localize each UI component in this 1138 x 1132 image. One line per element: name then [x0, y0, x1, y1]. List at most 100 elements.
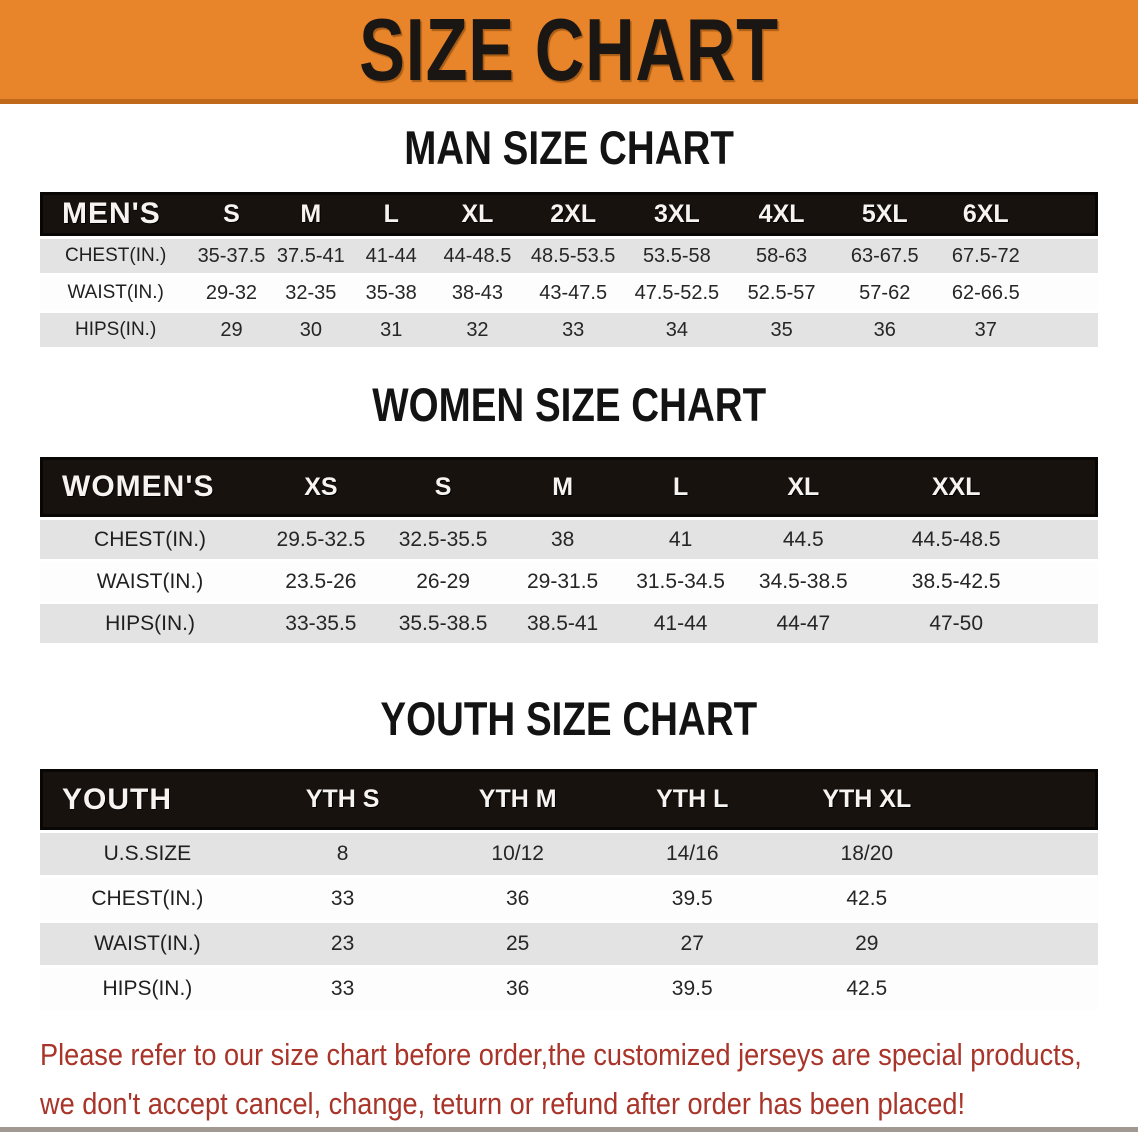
men-header-cell: MEN'S	[62, 197, 161, 230]
youth-data-cell: WAIST(IN.)	[94, 932, 201, 955]
youth-section-heading-text: YOUTH SIZE CHART	[380, 692, 758, 745]
women-data-cell: 41	[668, 527, 693, 551]
women-header-cell: L	[672, 472, 689, 501]
men-header-cell: M	[300, 199, 322, 228]
women-data-cell: 35.5-38.5	[398, 611, 488, 635]
men-data-cell: 35-38	[365, 281, 417, 304]
men-data-cell: 63-67.5	[850, 244, 919, 267]
men-data-cell: 67.5-72	[951, 244, 1020, 267]
youth-data-cell: U.S.SIZE	[103, 842, 192, 865]
men-data-cell: 33	[562, 318, 585, 341]
men-table-row: CHEST(IN.) 35-37.5 37.5-41 41-44 44-48.5 48.5…	[40, 239, 1098, 273]
women-table-row: WAIST(IN.) 23.5-26 26-29 29-31.5 31.5-34.5 34…	[40, 562, 1098, 601]
women-data-cell: 41-44	[653, 611, 708, 635]
youth-data-cell: 8	[336, 842, 349, 865]
men-header-cell: 6XL	[962, 199, 1009, 228]
bottom-edge-strip	[0, 1127, 1138, 1132]
women-header-cell: XXL	[931, 472, 981, 501]
men-data-cell: 37	[974, 318, 997, 341]
youth-table-row: YOUTH YTH S YTH M YTH L YTH XL	[40, 769, 1098, 830]
men-data-cell: 41-44	[365, 244, 417, 267]
men-header-cell: 3XL	[653, 199, 700, 228]
women-size-table: WOMEN'S XS S M L XL XXL CHEST(IN.) 29.5-32.5 32.5…	[40, 457, 1098, 643]
youth-data-cell: 33	[330, 887, 355, 910]
women-data-cell: 23.5-26	[285, 569, 357, 593]
disclaimer-note: Please refer to our size chart before or…	[40, 1030, 1138, 1128]
women-data-cell: 38	[550, 527, 575, 551]
men-table-row: HIPS(IN.) 29 30 31 32 33 34 35 36 37	[40, 313, 1098, 347]
youth-data-cell: 42.5	[846, 887, 888, 910]
youth-header-cell: YTH S	[305, 785, 380, 813]
men-data-cell: 38-43	[451, 281, 504, 304]
men-data-cell: 34	[665, 318, 688, 341]
disclaimer-line-1: Please refer to our size chart before or…	[40, 1037, 1082, 1072]
women-data-cell: 38.5-41	[527, 611, 599, 635]
youth-data-cell: 18/20	[840, 842, 894, 865]
men-table-row: MEN'S S M L XL 2XL 3XL 4XL 5XL 6XL	[40, 192, 1098, 236]
youth-size-table: YOUTH YTH S YTH M YTH L YTH XL U.S.SIZE 8 10/12…	[40, 769, 1098, 1010]
women-data-cell: 44-47	[776, 611, 831, 635]
women-header-cell: XS	[304, 472, 338, 501]
youth-header-cell: YTH XL	[822, 785, 912, 813]
youth-table-row: HIPS(IN.) 33 36 39.5 42.5	[40, 968, 1098, 1010]
youth-data-cell: CHEST(IN.)	[91, 887, 204, 910]
page-title: SIZE CHART	[359, 0, 779, 99]
youth-data-cell: 23	[330, 932, 355, 955]
men-data-cell: 43-47.5	[539, 281, 608, 304]
men-data-cell: 30	[299, 318, 322, 341]
men-data-cell: HIPS(IN.)	[75, 319, 157, 340]
women-data-cell: 29.5-32.5	[276, 527, 366, 551]
men-data-cell: 32-35	[285, 281, 337, 304]
youth-data-cell: 25	[505, 932, 530, 955]
disclaimer-line-2: we don't accept cancel, change, teturn o…	[40, 1086, 966, 1121]
men-header-cell: 4XL	[758, 199, 805, 228]
men-data-cell: 53.5-58	[642, 244, 711, 267]
men-data-cell: 37.5-41	[276, 244, 345, 267]
women-data-cell: 38.5-42.5	[911, 569, 1001, 593]
men-header-cell: 5XL	[861, 199, 908, 228]
men-data-cell: 35-37.5	[197, 244, 266, 267]
youth-data-cell: 33	[330, 977, 355, 1000]
women-table-row: CHEST(IN.) 29.5-32.5 32.5-35.5 38 41 44.5 44.5…	[40, 520, 1098, 559]
youth-data-cell: 14/16	[665, 842, 719, 865]
youth-header-cell: YOUTH	[62, 782, 172, 816]
women-data-cell: WAIST(IN.)	[96, 569, 204, 593]
youth-data-cell: 29	[855, 932, 879, 955]
women-data-cell: HIPS(IN.)	[105, 611, 195, 635]
women-data-cell: 26-29	[416, 569, 470, 593]
women-table-row: HIPS(IN.) 33-35.5 35.5-38.5 38.5-41 41-44 44-…	[40, 604, 1098, 643]
women-section-heading: WOMEN SIZE CHART	[0, 381, 1138, 429]
men-data-cell: 29-32	[205, 281, 258, 304]
youth-header-cell: YTH M	[478, 785, 557, 813]
women-data-cell: 47-50	[929, 611, 984, 635]
women-data-cell: 44.5	[782, 527, 824, 551]
women-data-cell: 29-31.5	[527, 569, 599, 593]
men-data-cell: WAIST(IN.)	[67, 282, 164, 303]
youth-table-row: WAIST(IN.) 23 25 27 29	[40, 923, 1098, 965]
men-data-cell: 48.5-53.5	[530, 244, 616, 267]
youth-data-cell: 42.5	[846, 977, 888, 1000]
men-data-cell: 44-48.5	[443, 244, 512, 267]
men-data-cell: 36	[873, 318, 896, 341]
men-data-cell: CHEST(IN.)	[64, 245, 167, 266]
youth-data-cell: 39.5	[671, 887, 713, 910]
youth-data-cell: 27	[680, 932, 704, 955]
youth-table-row: CHEST(IN.) 33 36 39.5 42.5	[40, 878, 1098, 920]
women-data-cell: 32.5-35.5	[398, 527, 488, 551]
men-data-cell: 58-63	[756, 244, 808, 267]
men-data-cell: 29	[220, 318, 243, 341]
men-data-cell: 52.5-57	[747, 281, 816, 304]
youth-data-cell: 36	[505, 977, 530, 1000]
women-data-cell: CHEST(IN.)	[94, 527, 207, 551]
men-data-cell: 62-66.5	[951, 281, 1020, 304]
youth-data-cell: 36	[505, 887, 530, 910]
women-data-cell: 44.5-48.5	[911, 527, 1001, 551]
men-header-cell: S	[223, 199, 240, 228]
men-section-heading: MAN SIZE CHART	[0, 124, 1138, 172]
men-data-cell: 57-62	[859, 281, 911, 304]
youth-data-cell: HIPS(IN.)	[102, 977, 193, 1000]
youth-section-heading: YOUTH SIZE CHART	[0, 695, 1138, 743]
men-header-cell: L	[383, 199, 399, 228]
men-table-row: WAIST(IN.) 29-32 32-35 35-38 38-43 43-47.5 47.…	[40, 276, 1098, 310]
women-data-cell: 34.5-38.5	[758, 569, 848, 593]
